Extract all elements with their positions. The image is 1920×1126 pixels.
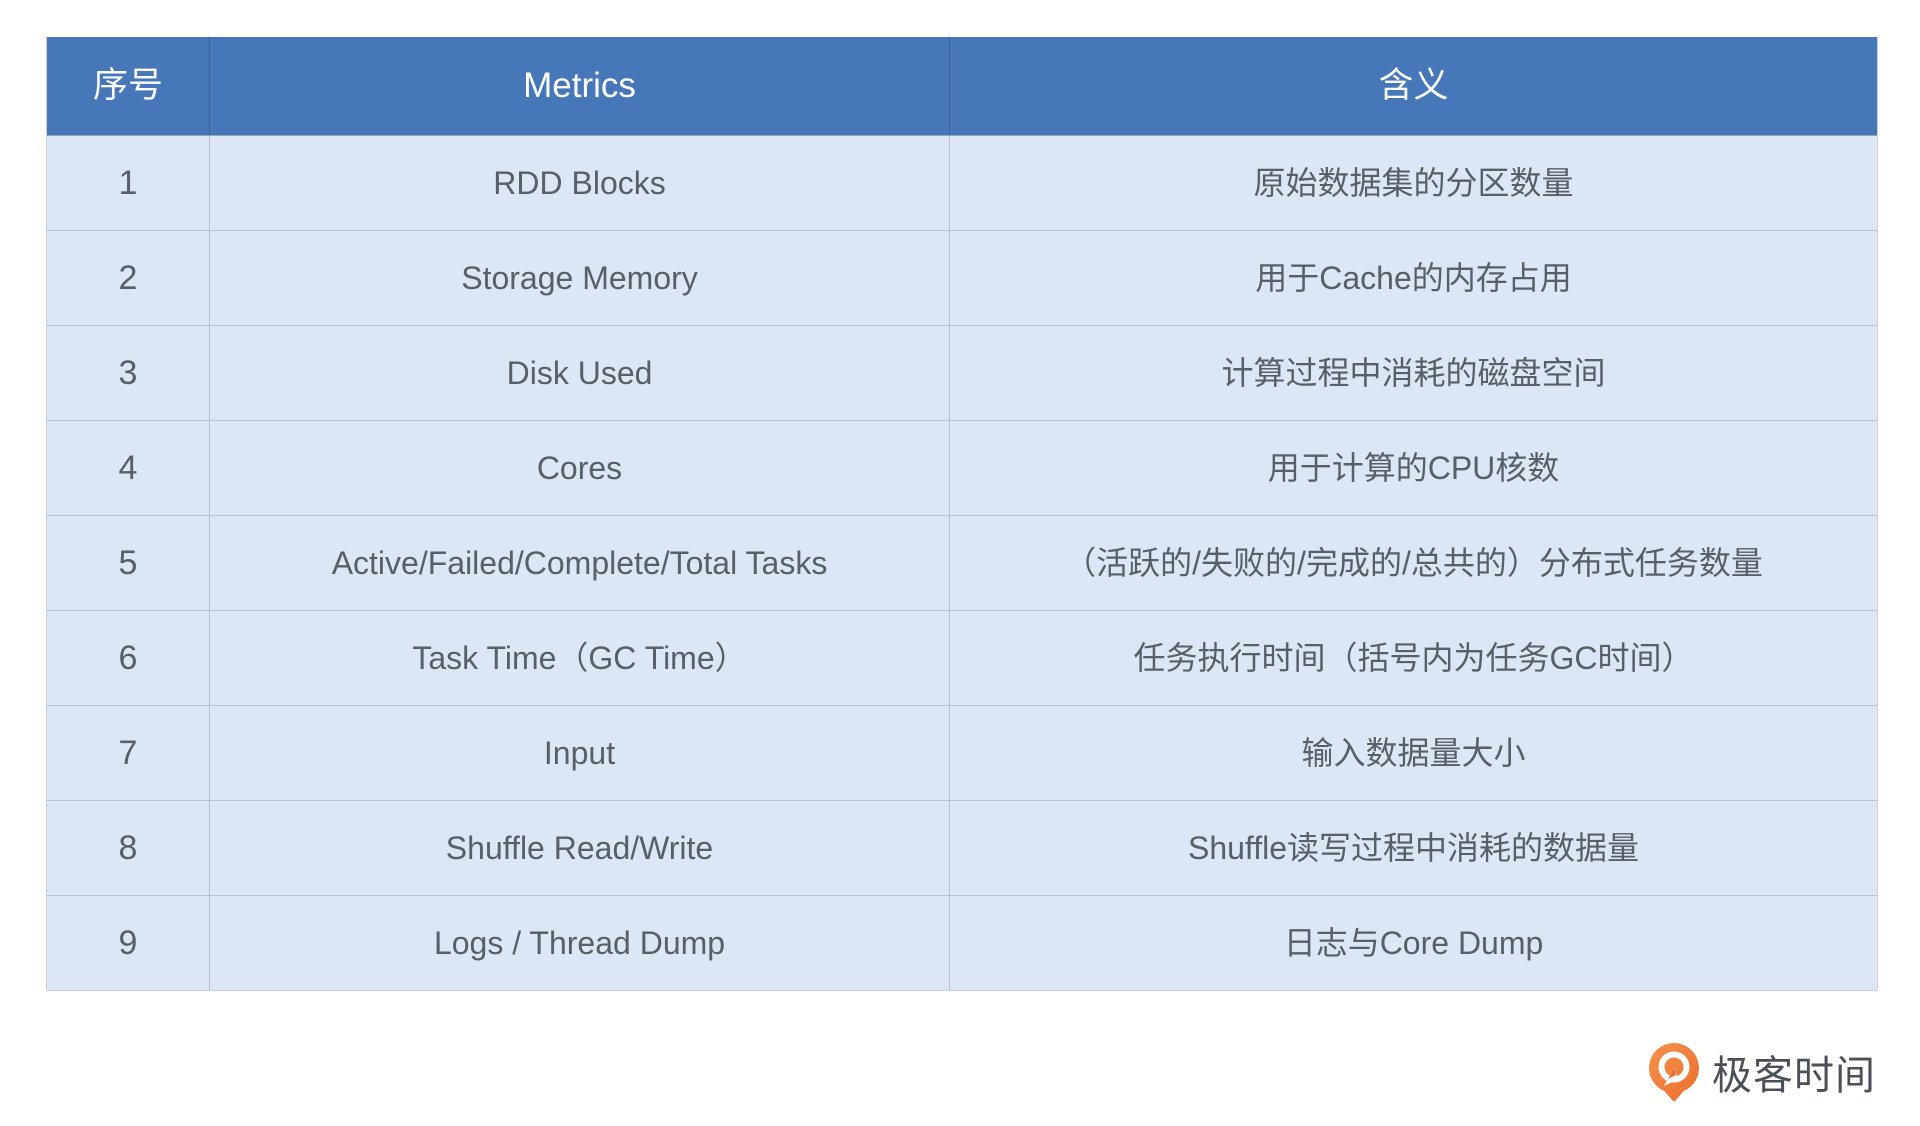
row-meaning: （活跃的/失败的/完成的/总共的）分布式任务数量 [949, 516, 1877, 610]
table-header-row: 序号 Metrics 含义 [47, 37, 1877, 135]
spark-executor-metrics-table: 序号 Metrics 含义 1 RDD Blocks 原始数据集的分区数量 2 … [46, 37, 1878, 991]
header-cell-meaning: 含义 [949, 37, 1877, 135]
row-meaning: 输入数据量大小 [949, 706, 1877, 800]
table-row: 5 Active/Failed/Complete/Total Tasks （活跃… [47, 515, 1877, 610]
row-meaning: 用于Cache的内存占用 [949, 231, 1877, 325]
row-metric: Storage Memory [209, 231, 949, 325]
row-index: 3 [118, 353, 138, 392]
row-index: 5 [118, 543, 138, 582]
table-row: 6 Task Time（GC Time） 任务执行时间（括号内为任务GC时间） [47, 610, 1877, 705]
row-index: 9 [118, 923, 138, 962]
row-index: 8 [118, 828, 138, 867]
table-row: 7 Input 输入数据量大小 [47, 705, 1877, 800]
row-metric: Disk Used [209, 326, 949, 420]
row-metric: Logs / Thread Dump [209, 896, 949, 990]
table-row: 4 Cores 用于计算的CPU核数 [47, 420, 1877, 515]
row-meaning: Shuffle读写过程中消耗的数据量 [949, 801, 1877, 895]
row-meaning: 原始数据集的分区数量 [949, 136, 1877, 230]
table-row: 1 RDD Blocks 原始数据集的分区数量 [47, 135, 1877, 230]
table-row: 3 Disk Used 计算过程中消耗的磁盘空间 [47, 325, 1877, 420]
row-index: 1 [118, 163, 138, 202]
row-metric: Active/Failed/Complete/Total Tasks [209, 516, 949, 610]
row-metric: RDD Blocks [209, 136, 949, 230]
row-index: 2 [118, 258, 138, 297]
row-index: 6 [118, 638, 138, 677]
row-index: 7 [118, 733, 138, 772]
table-row: 9 Logs / Thread Dump 日志与Core Dump [47, 895, 1877, 990]
table-row: 8 Shuffle Read/Write Shuffle读写过程中消耗的数据量 [47, 800, 1877, 895]
row-meaning: 日志与Core Dump [949, 896, 1877, 990]
row-metric: Shuffle Read/Write [209, 801, 949, 895]
row-metric: Task Time（GC Time） [209, 611, 949, 705]
row-metric: Cores [209, 421, 949, 515]
row-index: 4 [118, 448, 138, 487]
row-meaning: 用于计算的CPU核数 [949, 421, 1877, 515]
row-meaning: 任务执行时间（括号内为任务GC时间） [949, 611, 1877, 705]
geektime-logo-icon [1649, 1043, 1699, 1102]
header-cell-metric: Metrics [209, 37, 949, 135]
row-metric: Input [209, 706, 949, 800]
geektime-logo-text: 极客时间 [1712, 1054, 1876, 1098]
table-row: 2 Storage Memory 用于Cache的内存占用 [47, 230, 1877, 325]
header-cell-index: 序号 [92, 66, 163, 106]
row-meaning: 计算过程中消耗的磁盘空间 [949, 326, 1877, 420]
geektime-logo: 极客时间 [1648, 1042, 1876, 1102]
